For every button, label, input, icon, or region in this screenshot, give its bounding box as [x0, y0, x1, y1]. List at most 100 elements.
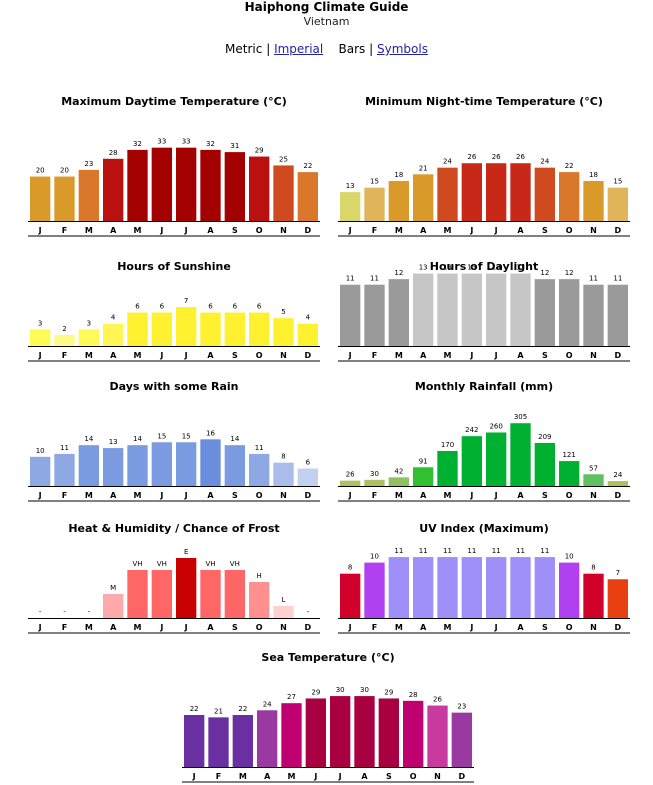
month-tick-label: F — [372, 491, 377, 500]
month-tick-label: O — [256, 623, 263, 632]
month-tick-label: A — [420, 351, 427, 360]
month-tick-label: A — [110, 226, 117, 235]
month-tick-label: J — [494, 491, 498, 500]
data-label: 31 — [230, 142, 239, 150]
chart-bar — [184, 715, 205, 767]
chart-bar — [559, 562, 580, 618]
chart-bar — [486, 273, 507, 346]
chart-bar — [273, 606, 294, 618]
chart-bar — [78, 329, 99, 346]
chart-bar — [559, 279, 580, 346]
month-tick-label: A — [207, 351, 214, 360]
data-label: 13 — [443, 264, 452, 272]
chart-uv-index: UV Index (Maximum) 8 J 10 F 11 M 11 A 11 M 11 J 11 J 11… — [338, 522, 630, 634]
month-tick-label: A — [207, 491, 214, 500]
data-label: 22 — [303, 162, 312, 170]
chart-bar — [103, 448, 124, 486]
month-tick-label: F — [372, 226, 377, 235]
month-tick-label: J — [184, 491, 188, 500]
month-tick-label: J — [184, 226, 188, 235]
chart-bar — [176, 442, 197, 486]
chart-bar — [249, 582, 270, 618]
symbols-link[interactable]: Symbols — [377, 42, 428, 56]
chart-bar — [607, 284, 628, 346]
month-tick-label: J — [313, 772, 317, 781]
month-tick-label: J — [348, 491, 352, 500]
chart-bar — [364, 284, 385, 346]
data-label: 42 — [394, 467, 403, 475]
chart-bar — [127, 312, 148, 346]
month-tick-label: M — [134, 623, 142, 632]
chart-bar — [451, 712, 472, 767]
month-tick-label: O — [410, 772, 417, 781]
data-label: 23 — [457, 703, 466, 711]
chart-bar — [330, 696, 351, 767]
chart-bar — [510, 273, 531, 346]
data-label: 16 — [206, 429, 215, 437]
data-label: E — [184, 548, 188, 556]
chart-bar — [461, 436, 482, 486]
chart-bar — [427, 705, 448, 767]
month-tick-label: M — [85, 351, 93, 360]
chart-bar — [510, 557, 531, 618]
data-label: 29 — [311, 688, 320, 696]
chart-bar — [534, 167, 555, 221]
unit-style-nav: Metric | Imperial Bars | Symbols — [0, 42, 653, 56]
chart-bar — [297, 468, 318, 486]
chart-bar — [273, 318, 294, 346]
chart-bar — [486, 432, 507, 486]
month-tick-label: J — [469, 491, 473, 500]
chart-daylight: Hours of Daylight 11 J 11 F 12 M 13 A 13 M 13 J 13 J 13… — [338, 260, 630, 362]
chart-bar — [224, 312, 245, 346]
imperial-link[interactable]: Imperial — [274, 42, 324, 56]
data-label: 57 — [589, 464, 598, 472]
chart-bar — [364, 187, 385, 221]
chart-bar — [340, 284, 361, 346]
chart-bar — [354, 696, 375, 767]
chart-bar — [176, 558, 197, 618]
month-tick-label: O — [566, 491, 573, 500]
month-tick-label: A — [420, 623, 427, 632]
month-tick-label: J — [38, 623, 42, 632]
chart-bar — [281, 703, 302, 767]
data-label: 8 — [281, 453, 285, 461]
month-tick-label: J — [469, 623, 473, 632]
month-tick-label: J — [348, 226, 352, 235]
month-tick-label: A — [264, 772, 271, 781]
data-label: 6 — [306, 459, 311, 467]
month-tick-label: M — [85, 623, 93, 632]
chart-bar — [413, 273, 434, 346]
data-label: 13 — [467, 264, 476, 272]
month-tick-label: J — [184, 351, 188, 360]
chart-bar — [176, 147, 197, 221]
month-tick-label: A — [517, 491, 524, 500]
data-label: VH — [230, 560, 240, 568]
chart-bar — [340, 480, 361, 486]
chart-bar — [151, 147, 172, 221]
data-label: 24 — [263, 700, 272, 708]
month-tick-label: N — [590, 226, 597, 235]
month-tick-label: J — [469, 351, 473, 360]
data-label: 11 — [613, 275, 622, 283]
chart-bar — [437, 167, 458, 221]
chart-bar — [534, 279, 555, 346]
data-label: 11 — [492, 547, 501, 555]
chart-title: Heat & Humidity / Chance of Frost — [68, 522, 279, 535]
chart-bar — [30, 456, 51, 486]
chart-bar — [607, 481, 628, 486]
chart-bar — [78, 445, 99, 486]
data-label: 12 — [540, 269, 549, 277]
month-tick-label: M — [395, 351, 403, 360]
chart-bar — [583, 284, 604, 346]
data-label: 26 — [516, 153, 525, 161]
chart-bar — [510, 423, 531, 486]
data-label: 6 — [233, 303, 238, 311]
chart-bar — [388, 279, 409, 346]
data-label: 26 — [492, 153, 501, 161]
month-tick-label: M — [444, 491, 452, 500]
month-tick-label: S — [232, 623, 238, 632]
month-tick-label: N — [280, 351, 287, 360]
month-tick-label: S — [542, 226, 548, 235]
month-tick-label: D — [305, 491, 312, 500]
chart-bar — [607, 187, 628, 221]
